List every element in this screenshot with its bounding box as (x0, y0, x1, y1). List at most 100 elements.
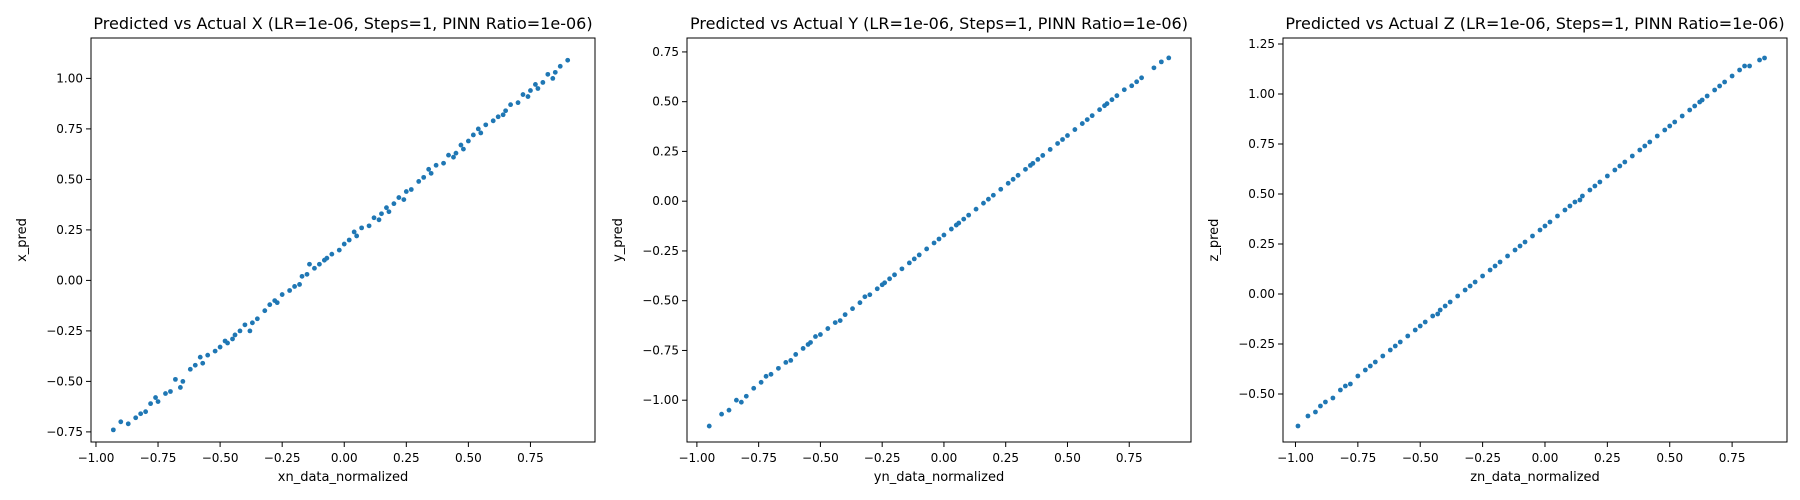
data-point-y-51 (1129, 83, 1135, 89)
xtick-label-z-1: −0.75 (1339, 451, 1376, 465)
data-point-x-73 (138, 411, 144, 417)
data-point-x-43 (384, 205, 389, 211)
data-point-z-17 (1437, 307, 1443, 313)
data-point-z-55 (1757, 57, 1762, 63)
xtick-label-x-3: −0.25 (264, 451, 301, 465)
panel-y: Predicted vs Actual Y (LR=1e-06, Steps=1… (611, 14, 1192, 485)
data-point-z-13 (1405, 333, 1411, 339)
data-point-z-20 (1462, 287, 1468, 293)
data-point-y-50 (1121, 87, 1127, 93)
data-point-y-56 (763, 373, 769, 379)
ytick-label-x-7: 1.00 (56, 71, 83, 85)
xtick-label-x-4: 0.00 (331, 451, 358, 465)
data-point-z-40 (1629, 153, 1635, 159)
data-point-x-95 (535, 86, 541, 91)
data-point-x-87 (500, 112, 506, 118)
data-point-x-36 (341, 241, 347, 247)
data-point-y-74 (953, 222, 959, 228)
ytick-label-y-2: −0.50 (642, 294, 679, 308)
data-point-z-61 (1417, 323, 1423, 329)
data-point-x-71 (557, 63, 563, 69)
data-point-y-17 (850, 306, 855, 312)
data-point-x-13 (200, 360, 206, 366)
xtick-label-y-4: 0.00 (931, 451, 958, 465)
data-point-x-85 (451, 154, 456, 160)
data-point-z-54 (1747, 63, 1752, 69)
xtick-label-y-7: 0.75 (1116, 451, 1143, 465)
data-point-x-63 (508, 102, 513, 108)
data-point-y-11 (800, 346, 806, 351)
xtick-group-x: −1.00 −0.75 −0.50 −0.25 0.00 0.25 0.50 0.75 (78, 442, 544, 465)
data-point-y-9 (783, 359, 789, 365)
ytick-label-y-1: −0.75 (642, 343, 679, 357)
data-point-x-44 (391, 201, 397, 207)
ytick-group-z: −0.50 −0.25 0.00 0.25 0.50 0.75 1.00 1.25 (1238, 37, 1283, 401)
ytick-label-y-6: 0.50 (652, 95, 679, 109)
data-point-y-22 (892, 272, 897, 278)
data-point-x-59 (483, 122, 489, 128)
data-point-z-24 (1497, 259, 1503, 265)
data-point-y-47 (1097, 107, 1102, 113)
data-point-z-33 (1572, 199, 1578, 205)
xtick-label-z-6: 0.50 (1656, 451, 1683, 465)
data-point-y-24 (906, 260, 912, 266)
data-point-x-79 (297, 282, 302, 287)
data-point-x-29 (299, 273, 305, 279)
data-point-x-78 (272, 298, 278, 303)
data-point-y-41 (1047, 147, 1053, 152)
data-point-y-37 (1015, 172, 1021, 178)
data-point-x-89 (550, 76, 556, 81)
data-point-y-29 (948, 226, 954, 232)
xtick-label-x-6: 0.50 (455, 451, 482, 465)
data-point-z-18 (1447, 299, 1453, 305)
data-point-z-29 (1537, 227, 1543, 233)
data-point-y-43 (1065, 133, 1070, 138)
axes-frame-z (1282, 37, 1788, 443)
data-point-y-7 (768, 371, 774, 377)
data-point-x-54 (453, 150, 459, 156)
plot-points-z (1295, 55, 1767, 429)
data-point-z-60 (1392, 343, 1398, 349)
data-point-z-73 (1717, 83, 1723, 89)
data-point-z-31 (1555, 213, 1560, 219)
data-point-x-55 (458, 142, 464, 148)
data-point-x-11 (187, 366, 193, 372)
data-point-x-75 (197, 354, 203, 360)
data-point-x-57 (470, 132, 476, 138)
data-point-y-75 (1028, 162, 1033, 168)
ytick-group-y: −1.00 −0.75 −0.50 −0.25 0.00 0.25 0.50 0.75 (642, 45, 687, 407)
data-point-x-24 (267, 302, 273, 308)
data-point-x-77 (247, 328, 253, 334)
xtick-label-z-0: −1.00 (1277, 451, 1314, 465)
ytick-label-x-4: 0.25 (56, 223, 83, 237)
data-point-z-12 (1397, 339, 1403, 345)
data-point-x-15 (212, 348, 218, 354)
data-point-x-88 (525, 94, 531, 99)
data-point-x-48 (416, 179, 422, 184)
data-point-x-62 (503, 108, 509, 114)
data-point-x-39 (359, 225, 365, 231)
data-point-x-20 (242, 322, 248, 328)
data-point-x-51 (433, 162, 439, 168)
data-point-y-31 (966, 212, 972, 218)
data-point-z-43 (1654, 133, 1660, 139)
chart-title-y: Predicted vs Actual Y (LR=1e-06, Steps=1… (690, 14, 1188, 33)
data-point-z-75 (1435, 311, 1441, 317)
data-point-x-23 (262, 308, 268, 314)
xtick-label-z-7: 0.75 (1719, 451, 1746, 465)
data-point-x-34 (329, 251, 335, 257)
data-point-z-9 (1372, 359, 1378, 365)
data-point-y-67 (1035, 157, 1041, 162)
data-point-z-58 (1342, 383, 1348, 389)
data-point-x-76 (222, 338, 228, 344)
data-point-x-35 (336, 247, 342, 253)
data-point-x-37 (346, 237, 352, 243)
data-point-z-2 (1313, 409, 1318, 415)
data-point-x-68 (540, 80, 546, 85)
data-point-x-72 (565, 57, 571, 63)
data-point-x-3 (133, 415, 139, 421)
data-point-y-33 (981, 200, 986, 206)
x-axis-label-y: yn_data_normalized (874, 470, 1004, 485)
data-point-y-25 (916, 252, 922, 258)
data-point-y-32 (973, 206, 979, 212)
